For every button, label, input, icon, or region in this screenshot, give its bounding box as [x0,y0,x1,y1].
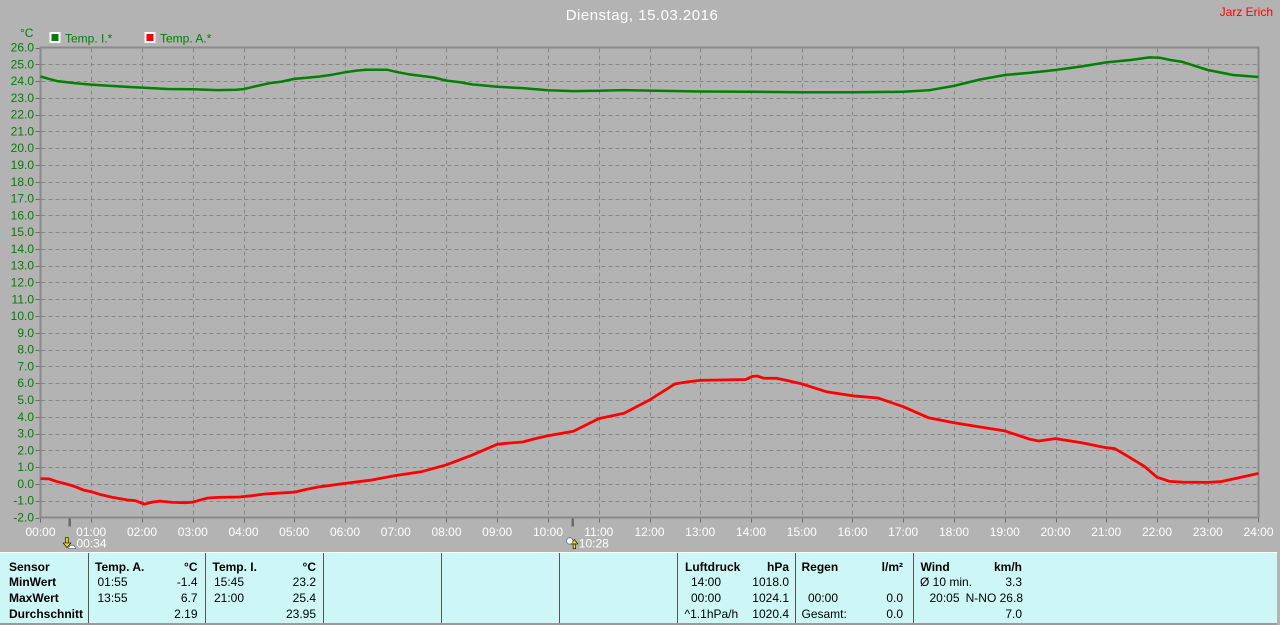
svg-text:°C: °C [20,26,34,40]
svg-text:00:34: 00:34 [77,537,107,551]
svg-text:22:00: 22:00 [1142,525,1172,539]
svg-text:14:00: 14:00 [736,525,766,539]
svg-text:10.0: 10.0 [11,309,35,323]
svg-text:19:00: 19:00 [990,525,1020,539]
svg-text:13.0: 13.0 [11,259,35,273]
svg-text:9.0: 9.0 [17,326,34,340]
svg-text:3.0: 3.0 [17,427,34,441]
svg-text:22.0: 22.0 [11,108,35,122]
svg-text:21.0: 21.0 [11,124,35,138]
svg-text:20:00: 20:00 [1040,525,1070,539]
svg-text:07:00: 07:00 [381,525,411,539]
svg-text:17:00: 17:00 [888,525,918,539]
svg-text:12:00: 12:00 [634,525,664,539]
svg-text:09:00: 09:00 [482,525,512,539]
svg-text:05:00: 05:00 [279,525,309,539]
svg-text:00:00: 00:00 [25,525,55,539]
svg-text:01:00: 01:00 [76,525,106,539]
svg-text:8.0: 8.0 [17,343,34,357]
svg-text:10:28: 10:28 [579,537,609,551]
svg-text:7.0: 7.0 [17,359,34,373]
svg-text:12.0: 12.0 [11,276,35,290]
svg-text:23:00: 23:00 [1193,525,1223,539]
svg-text:Jarz Erich: Jarz Erich [1220,5,1273,19]
svg-text:23.0: 23.0 [11,91,35,105]
svg-text:24:00: 24:00 [1243,525,1273,539]
svg-text:16.0: 16.0 [11,208,35,222]
svg-text:14.0: 14.0 [11,242,35,256]
svg-text:02:00: 02:00 [127,525,157,539]
svg-text:10:00: 10:00 [533,525,563,539]
svg-text:15.0: 15.0 [11,225,35,239]
svg-text:21:00: 21:00 [1091,525,1121,539]
svg-text:17.0: 17.0 [11,192,35,206]
svg-text:-1.0: -1.0 [13,494,34,508]
svg-text:16:00: 16:00 [837,525,867,539]
svg-text:06:00: 06:00 [330,525,360,539]
svg-text:5.0: 5.0 [17,393,34,407]
svg-text:2.0: 2.0 [17,443,34,457]
svg-text:4.0: 4.0 [17,410,34,424]
svg-text:04:00: 04:00 [228,525,258,539]
svg-text:0.0: 0.0 [17,477,34,491]
svg-text:08:00: 08:00 [431,525,461,539]
svg-text:11:00: 11:00 [584,525,613,539]
svg-text:6.0: 6.0 [17,376,34,390]
svg-text:1.0: 1.0 [17,460,34,474]
svg-text:18:00: 18:00 [939,525,969,539]
svg-text:19.0: 19.0 [11,158,35,172]
svg-text:03:00: 03:00 [178,525,208,539]
svg-text:13:00: 13:00 [685,525,715,539]
svg-text:Temp. A.*: Temp. A.* [160,32,212,46]
svg-text:-2.0: -2.0 [13,511,34,525]
svg-text:Temp. I.*: Temp. I.* [65,32,113,46]
svg-text:Dienstag, 15.03.2016: Dienstag, 15.03.2016 [566,7,719,24]
svg-text:25.0: 25.0 [11,57,35,71]
svg-text:18.0: 18.0 [11,175,35,189]
svg-text:20.0: 20.0 [11,141,35,155]
svg-text:26.0: 26.0 [11,41,35,55]
svg-text:15:00: 15:00 [787,525,817,539]
svg-text:24.0: 24.0 [11,74,35,88]
svg-text:11.0: 11.0 [12,292,35,306]
